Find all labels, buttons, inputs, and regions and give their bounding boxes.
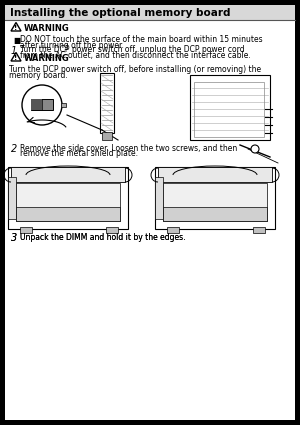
Text: DO NOT touch the surface of the main board within 15 minutes: DO NOT touch the surface of the main boa… (20, 35, 262, 44)
Bar (8, 177, 16, 219)
Bar (31, 99, 53, 110)
Bar (163, 183, 267, 221)
Text: memory board.: memory board. (9, 71, 68, 79)
Bar (158, 167, 272, 182)
Bar (253, 227, 265, 233)
Text: WARNING: WARNING (24, 23, 70, 32)
Text: 2: 2 (11, 144, 17, 154)
Bar (100, 73, 114, 133)
Circle shape (251, 145, 259, 153)
Text: Turn the DCP power switch off, before installing (or removing) the: Turn the DCP power switch off, before in… (9, 65, 261, 74)
Bar (16, 183, 120, 221)
Bar (102, 132, 112, 140)
Bar (11, 167, 125, 182)
Text: !: ! (14, 55, 18, 61)
Bar (5, 5, 295, 20)
Text: remove the metal shield plate.: remove the metal shield plate. (20, 149, 138, 158)
Bar (106, 227, 118, 233)
Bar (194, 82, 264, 137)
Bar (155, 177, 163, 219)
Text: WARNING: WARNING (24, 54, 70, 62)
Text: Turn the DCP power switch off, unplug the DCP power cord: Turn the DCP power switch off, unplug th… (20, 45, 244, 54)
Bar (16, 207, 120, 221)
Bar (8, 167, 128, 229)
Text: !: ! (14, 25, 18, 31)
Bar (5, 232, 295, 420)
Text: ■: ■ (13, 36, 20, 45)
Bar (20, 227, 32, 233)
Bar (167, 227, 179, 233)
Text: Installing the optional memory board: Installing the optional memory board (10, 8, 230, 18)
Text: Unpack the DIMM and hold it by the edges.: Unpack the DIMM and hold it by the edges… (20, 232, 185, 241)
Bar (163, 207, 267, 221)
Polygon shape (11, 53, 21, 61)
Text: Remove the side cover. Loosen the two screws, and then: Remove the side cover. Loosen the two sc… (20, 144, 237, 153)
Bar (31, 99, 42, 110)
Bar (190, 75, 270, 140)
Polygon shape (11, 23, 21, 31)
Bar (155, 167, 275, 229)
Text: 1: 1 (11, 45, 17, 56)
Text: after turning off the power.: after turning off the power. (20, 40, 124, 49)
Text: 3: 3 (11, 233, 17, 243)
Text: Unpack the DIMM and hold it by the edges.: Unpack the DIMM and hold it by the edges… (20, 232, 185, 241)
Text: 3: 3 (11, 233, 17, 243)
Bar (61, 103, 66, 107)
Text: from the AC outlet, and then disconnect the interface cable.: from the AC outlet, and then disconnect … (20, 51, 251, 60)
